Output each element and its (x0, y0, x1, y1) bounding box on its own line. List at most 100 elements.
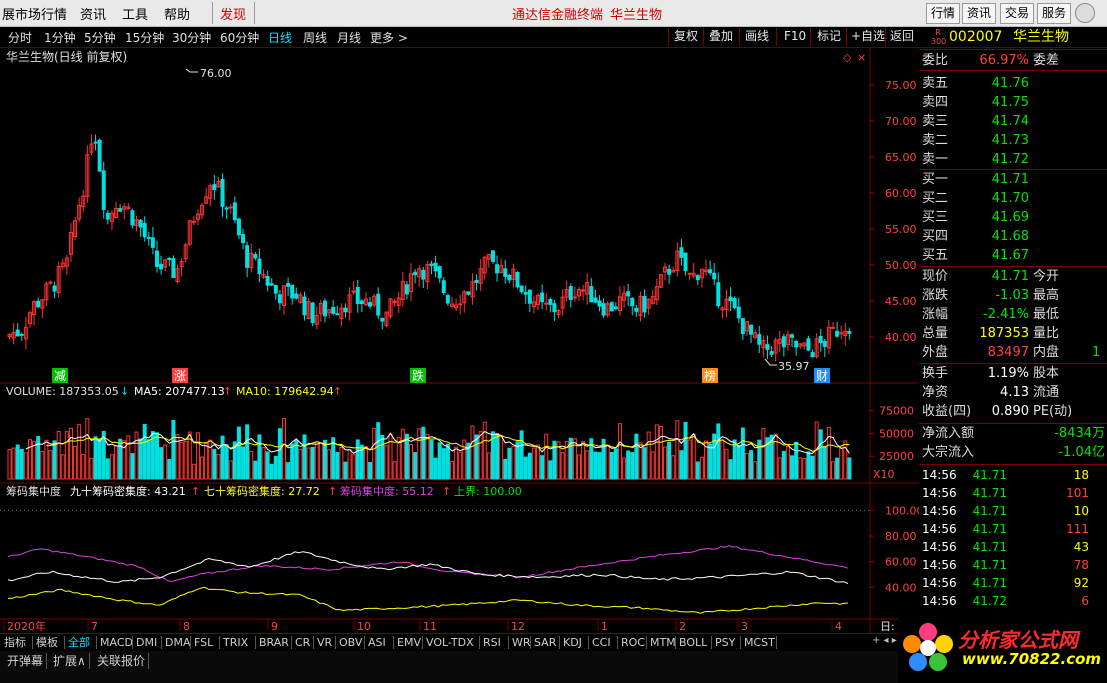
period-monthly[interactable]: 月线 (337, 31, 362, 45)
candlestick (64, 255, 69, 275)
volume-bar (40, 450, 45, 480)
indicator-tab-obv[interactable]: OBV (339, 636, 363, 649)
price-tick-label: 75.00 (885, 79, 917, 92)
diamond-icon[interactable]: ◇ (843, 51, 852, 64)
watermark-logo: 分析家公式网 www.70822.com (898, 614, 1107, 683)
f10-button[interactable]: F10 (784, 29, 807, 43)
candle-body (765, 344, 770, 350)
indicator-tab-cci[interactable]: CCI (592, 636, 611, 649)
overlay-button[interactable]: 叠加 (709, 29, 734, 43)
volume-bar (663, 446, 668, 480)
period-5min[interactable]: 5分钟 (84, 31, 116, 45)
candle-body (101, 170, 106, 210)
candlestick (597, 295, 602, 312)
indicator-tab-sar[interactable]: SAR (534, 636, 557, 649)
indicator-tab-dmi[interactable]: DMI (136, 636, 158, 649)
candlestick (835, 321, 840, 338)
indicator-tab-模板[interactable]: 模板 (36, 636, 58, 649)
quote-button[interactable]: 行情 (926, 3, 961, 24)
event-marker-bg (52, 368, 68, 383)
menu-discover[interactable]: 发现 (220, 8, 247, 23)
period-daily[interactable]: 日线 (268, 31, 293, 45)
volume-bar (802, 458, 807, 480)
candle-body (400, 281, 405, 301)
candlestick (814, 333, 819, 359)
close-icon[interactable]: × (857, 51, 866, 64)
candle-body (64, 257, 69, 267)
indicator-tab-psy[interactable]: PSY (715, 636, 736, 649)
expand-tab[interactable]: 扩展∧ (50, 653, 90, 669)
menu-market[interactable]: 展市场行情 (2, 8, 68, 23)
candlestick (511, 263, 516, 288)
volume-bar (347, 448, 352, 480)
period-intraday[interactable]: 分时 (8, 31, 33, 45)
kline-chart[interactable]: 华兰生物(日线 前复权) ◇ × 75.00 70.00 65.00 60.00 55.… (0, 47, 919, 633)
related-quote-tab[interactable]: 关联报价 (94, 653, 150, 669)
indicator-tab-vr[interactable]: VR (317, 636, 333, 649)
indicator-tab-fsl[interactable]: FSL (194, 636, 214, 649)
indicator-tab-kdj[interactable]: KDJ (563, 636, 582, 649)
indicator-tab-trix[interactable]: TRIX (223, 636, 249, 649)
menu-help[interactable]: 帮助 (164, 8, 191, 23)
period-1min[interactable]: 1分钟 (44, 31, 76, 45)
candlestick (359, 299, 364, 313)
service-button[interactable]: 服务 (1037, 3, 1072, 24)
ask-level: 卖四 41.75 (919, 93, 1107, 112)
indicator-tab-roc[interactable]: ROC (621, 636, 645, 649)
book-divider (919, 169, 1107, 170)
indicator-tab-emv[interactable]: EMV (397, 636, 421, 649)
candle-body (826, 326, 831, 349)
volume-bar (749, 450, 754, 480)
volume-bar (294, 439, 299, 480)
indicator-tab-vol-tdx[interactable]: VOL-TDX (426, 636, 474, 649)
period-weekly[interactable]: 周线 (303, 31, 328, 45)
candle-body (269, 283, 274, 286)
candle-body (11, 332, 16, 339)
indicator-tab-brar[interactable]: BRAR (259, 636, 289, 649)
back-button[interactable]: 返回 (890, 29, 915, 43)
indicator-tab-boll[interactable]: BOLL (679, 636, 708, 649)
news-button[interactable]: 资讯 (962, 3, 997, 24)
trade-button[interactable]: 交易 (1000, 3, 1035, 24)
indicator-tab-asi[interactable]: ASI (368, 636, 386, 649)
period-60min[interactable]: 60分钟 (220, 31, 260, 45)
indicator-tab-cr[interactable]: CR (295, 636, 311, 649)
candle-body (265, 275, 270, 286)
high-price-pointer (185, 68, 198, 73)
draw-line-button[interactable]: 画线 (745, 29, 770, 43)
candle-body (634, 307, 639, 312)
window-control-icon[interactable] (1075, 3, 1095, 23)
menu-tools[interactable]: 工具 (122, 8, 149, 23)
candle-body (376, 293, 381, 316)
add-watchlist-button[interactable]: +自选 (851, 29, 886, 43)
adjust-button[interactable]: 复权 (674, 29, 699, 43)
mark-button[interactable]: 标记 (817, 29, 842, 43)
candle-body (167, 257, 172, 260)
indicator-tab-dma[interactable]: DMA (165, 636, 191, 649)
period-30min[interactable]: 30分钟 (172, 31, 212, 45)
candlestick (716, 272, 721, 309)
indicator-tab-rsi[interactable]: RSI (483, 636, 501, 649)
indicator-tab-macd[interactable]: MACD (100, 636, 133, 649)
tab-scroll-icons[interactable]: + ◂ ▸ (872, 635, 897, 646)
volume-bar (806, 451, 811, 480)
indicator-tab-mcst[interactable]: MCST (744, 636, 775, 649)
danmaku-tab[interactable]: 开弹幕 (4, 653, 48, 669)
period-more[interactable]: 更多 > (370, 31, 408, 45)
candle-body (806, 338, 811, 351)
indicator-tab-指标[interactable]: 指标 (4, 636, 26, 649)
candlestick (417, 265, 422, 287)
tab-divider (393, 636, 394, 649)
candle-body (527, 289, 532, 304)
indicator-tab-mtm[interactable]: MTM (650, 636, 676, 649)
candlestick (81, 189, 86, 212)
tick-volume: 101 (1066, 486, 1089, 500)
menu-news[interactable]: 资讯 (80, 8, 107, 23)
candlestick (777, 330, 782, 352)
candlestick (277, 290, 282, 310)
indicator-tab-wr[interactable]: WR (512, 636, 531, 649)
period-15min[interactable]: 15分钟 (125, 31, 165, 45)
candle-body (216, 180, 221, 188)
candlestick (134, 215, 139, 232)
indicator-tab-全部[interactable]: 全部 (68, 636, 90, 649)
